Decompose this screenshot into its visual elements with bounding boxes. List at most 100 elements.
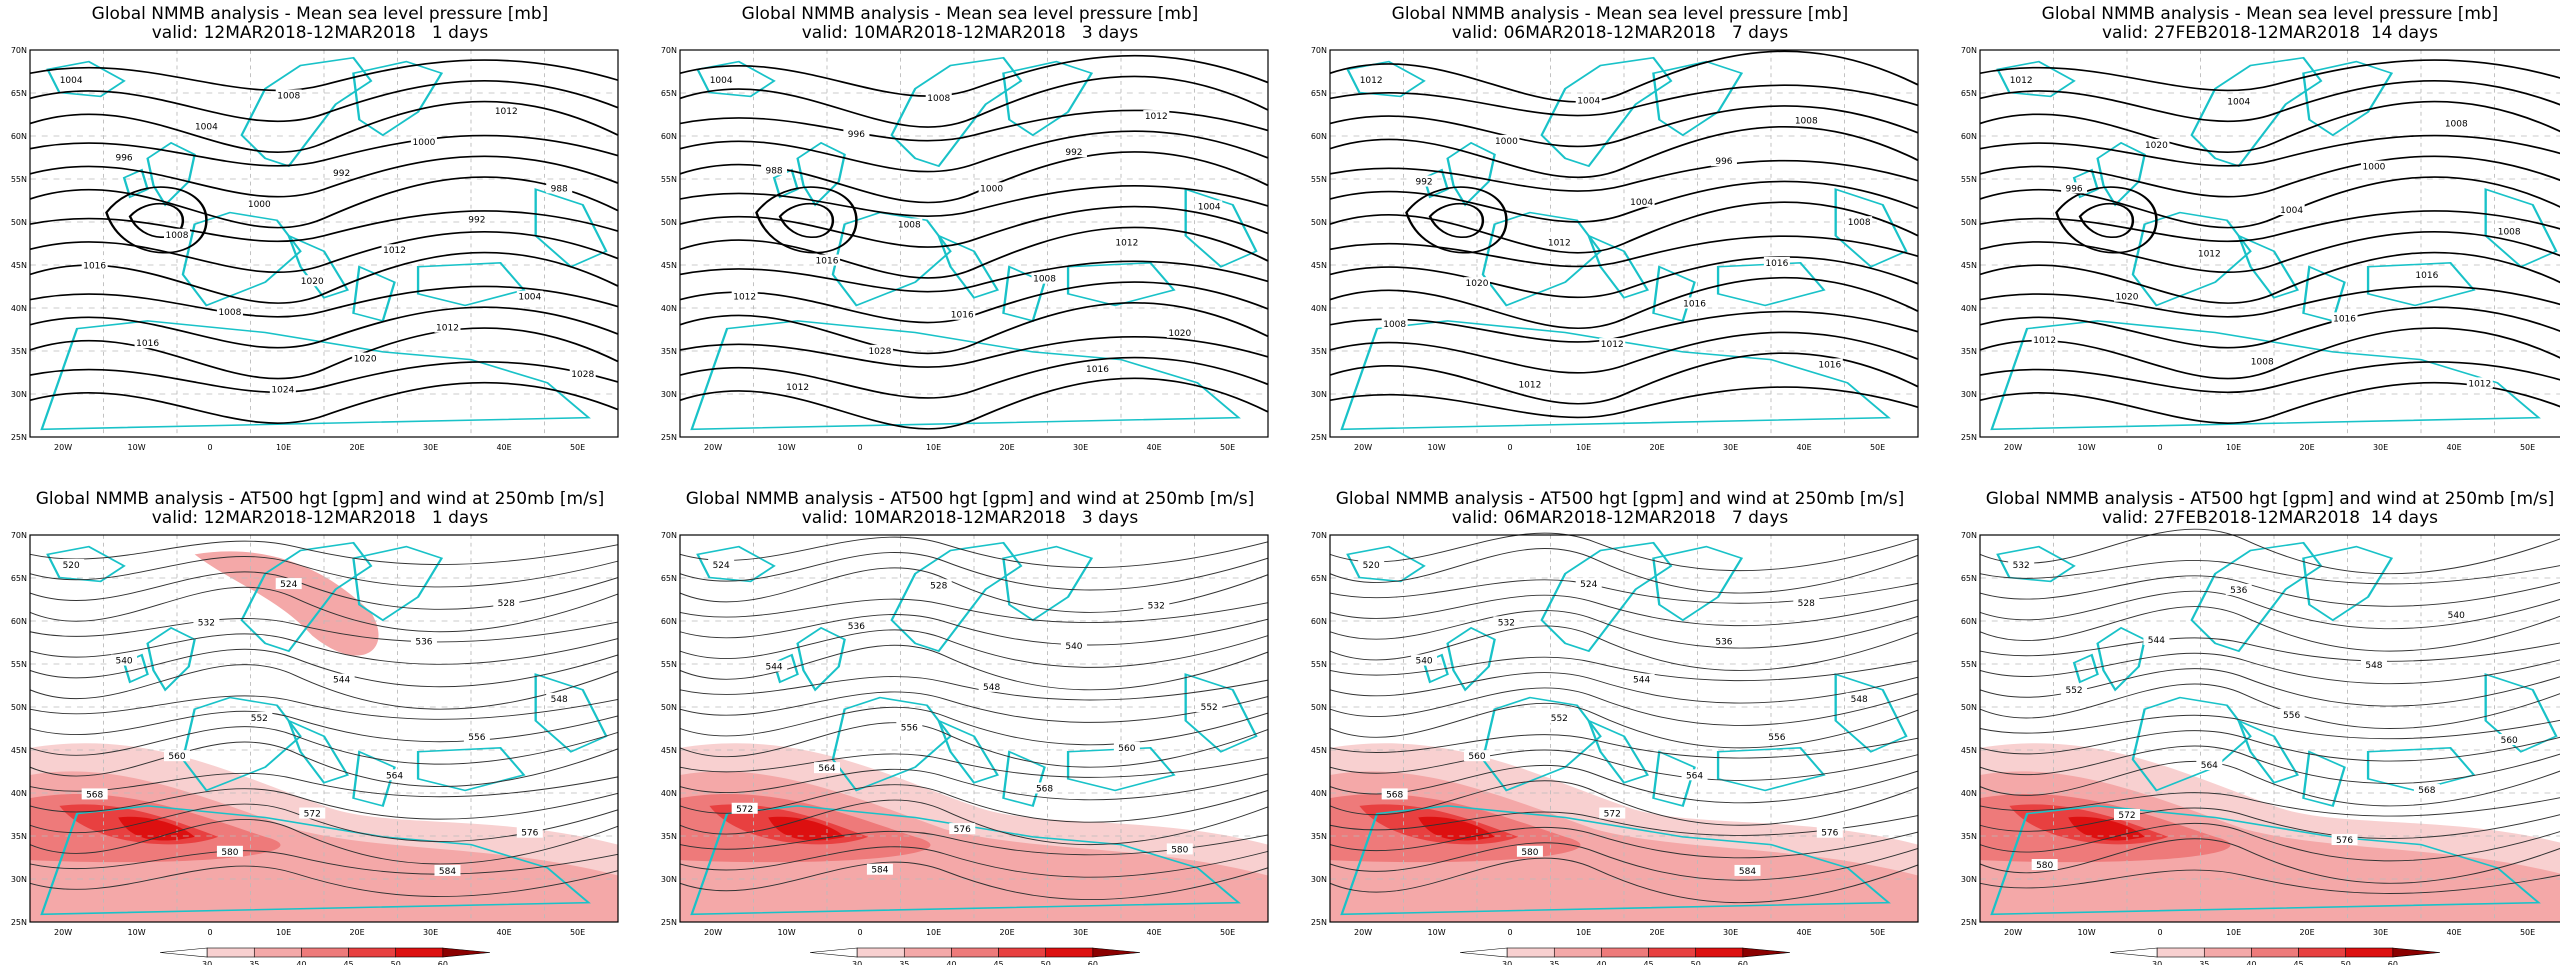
lat-tick-label: 50N (11, 703, 27, 712)
contour-line (1979, 652, 2560, 685)
contour-label: 540 (1415, 657, 1432, 667)
contour-line (1329, 125, 1919, 179)
lat-tick-label: 40N (1961, 304, 1977, 313)
colorbar-swatch (348, 947, 397, 958)
lon-tick-label: 10W (128, 928, 146, 937)
map-canvas: 524 528 532 536 540 544 548 552 556 560 564 568 572 5… (661, 531, 1269, 965)
label-bg (2225, 95, 2252, 107)
label-bg (2031, 859, 2058, 871)
label-bg (866, 344, 893, 356)
label-bg (1060, 146, 1087, 158)
lon-tick-label: 30E (423, 443, 438, 452)
lat-tick-label: 65N (1311, 574, 1327, 583)
label-bg (328, 673, 355, 685)
contour-line (1979, 869, 2560, 894)
contour-label: 1016 (2333, 314, 2356, 324)
label-bg (1084, 362, 1111, 374)
coastline (696, 60, 776, 98)
colorbar-swatch (1459, 947, 1508, 958)
coastline (890, 541, 1023, 653)
label-bg (978, 182, 1005, 194)
lat-tick-label: 65N (1961, 574, 1977, 583)
lat-tick-label: 30N (1311, 390, 1327, 399)
contour-label: 572 (304, 810, 321, 820)
label-bg (1493, 616, 1520, 628)
label-bg (410, 635, 437, 647)
contour-line (1329, 276, 1919, 330)
lon-tick-label: 20E (1649, 928, 1664, 937)
contour-line (29, 788, 619, 820)
lon-tick-label: 10E (276, 928, 291, 937)
contour-label: 560 (168, 752, 185, 762)
lat-tick-label: 35N (661, 347, 677, 356)
label-bg (434, 321, 461, 333)
label-bg (1113, 741, 1140, 753)
contour-label: 532 (2013, 561, 2030, 571)
coastline (1481, 696, 1602, 792)
colorbar-tick: 45 (343, 960, 353, 965)
contour-label: 1004 (1630, 198, 1653, 208)
contour-label: 1016 (83, 262, 106, 272)
valid-line: valid: 06MAR2018-12MAR2018 7 days (1451, 23, 1789, 43)
colorbar-swatch (2156, 947, 2205, 958)
contour-label: 1012 (1548, 239, 1571, 249)
lon-tick-label: 30E (423, 928, 438, 937)
colorbar-tick: 30 (202, 960, 212, 965)
lon-tick-label: 40E (1796, 928, 1811, 937)
contour-line (679, 336, 1269, 368)
label-bg (1575, 94, 1602, 106)
label-bg (1546, 711, 1573, 723)
map-panel: Global NMMB analysis - AT500 hgt [gpm] a… (0, 485, 640, 965)
contour-line (1979, 559, 2560, 585)
coastline (2484, 188, 2558, 268)
label-bg (2331, 834, 2358, 846)
map-frame (1979, 534, 2560, 923)
colorbar-tick: 50 (2341, 960, 2351, 965)
coastline (286, 719, 350, 784)
label-bg (1113, 236, 1140, 248)
contour-label: 1012 (2010, 76, 2033, 86)
coastline (2236, 719, 2300, 784)
contour-line (1979, 822, 2560, 862)
label-bg (1763, 256, 1790, 268)
label-bg (949, 308, 976, 320)
contour-line (29, 155, 619, 198)
colorbar-tick: 30 (2152, 960, 2162, 965)
coastline (936, 234, 1000, 299)
label-bg (1166, 326, 1193, 338)
contour-line (1979, 590, 2560, 630)
coastline (2302, 750, 2346, 807)
label-bg (731, 290, 758, 302)
colorbar-swatch (2251, 947, 2299, 958)
contour-label: 1012 (2198, 249, 2221, 259)
lon-tick-label: 0 (858, 443, 863, 452)
contour-line (679, 691, 1269, 723)
lat-tick-label: 50N (1311, 218, 1327, 227)
label-bg (896, 218, 923, 230)
contour-label: 1004 (2280, 206, 2303, 216)
contour-line (1329, 84, 1919, 117)
contour-line (29, 80, 619, 123)
lon-tick-label: 10W (1428, 443, 1446, 452)
contour-label: 1008 (1033, 275, 1056, 285)
lat-tick-label: 70N (1961, 46, 1977, 55)
contour-label: 544 (333, 676, 350, 686)
contour-line (29, 306, 619, 349)
coastline (2302, 60, 2394, 137)
colorbar-swatch (2298, 947, 2347, 958)
panel-title: Global NMMB analysis - AT500 hgt [gpm] a… (0, 490, 640, 528)
coastline (46, 60, 126, 98)
label-bg (134, 337, 161, 349)
title-line: Global NMMB analysis - Mean sea level pr… (1391, 4, 1849, 24)
lat-tick-label: 65N (11, 89, 27, 98)
contour-label: 564 (1686, 771, 1703, 781)
contour-line (679, 753, 1269, 778)
lat-tick-label: 40N (661, 789, 677, 798)
contour-line (1979, 176, 2560, 229)
contour-line (679, 830, 1269, 856)
label-bg (546, 692, 573, 704)
contour-label: 1012 (495, 107, 518, 117)
label-bg (463, 731, 490, 743)
contour-line (1979, 637, 2560, 662)
contour-line (1405, 186, 1508, 254)
